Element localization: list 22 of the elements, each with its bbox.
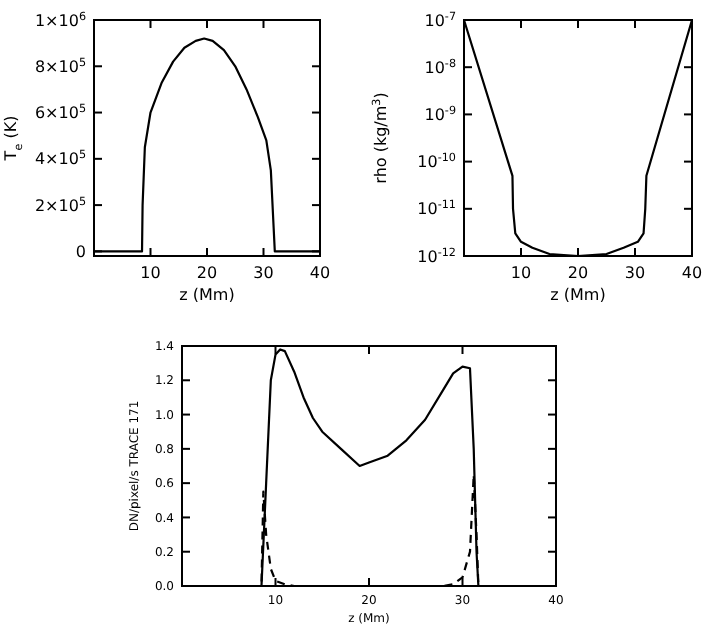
y-tick-label: 2×10$^{5}$ <box>34 194 87 215</box>
x-tick-label: 10 <box>510 264 532 282</box>
y-tick-label: 10$^{-10}$ <box>417 151 457 172</box>
x-tick-label: 30 <box>624 264 646 282</box>
x-tick-label: 40 <box>681 264 703 282</box>
y-tick-label: 4×10$^{5}$ <box>34 148 87 169</box>
x-tick-label: 20 <box>567 264 589 282</box>
y-tick-label: 10$^{-9}$ <box>424 104 457 124</box>
x-tick-label: 20 <box>196 264 218 282</box>
y-tick-label: 10$^{-12}$ <box>417 245 456 266</box>
y-tick-label: 0 <box>75 242 86 261</box>
x-tick-label: 30 <box>253 264 274 282</box>
y-tick-label: 1×10$^{6}$ <box>34 9 87 30</box>
x-tick-label: 10 <box>140 264 161 282</box>
x-tick-label: 40 <box>309 264 331 282</box>
y-tick-label: 10$^{-7}$ <box>424 9 457 30</box>
y-tick-label: 10$^{-8}$ <box>424 56 457 77</box>
x-axis-title: z (Mm) <box>550 286 606 304</box>
y-tick-label: 6×10$^{5}$ <box>34 102 87 123</box>
y-tick-label: 10$^{-11}$ <box>417 198 457 219</box>
y-tick-label: 8×10$^{5}$ <box>34 55 87 76</box>
x-axis-title: z (Mm) <box>179 286 235 304</box>
